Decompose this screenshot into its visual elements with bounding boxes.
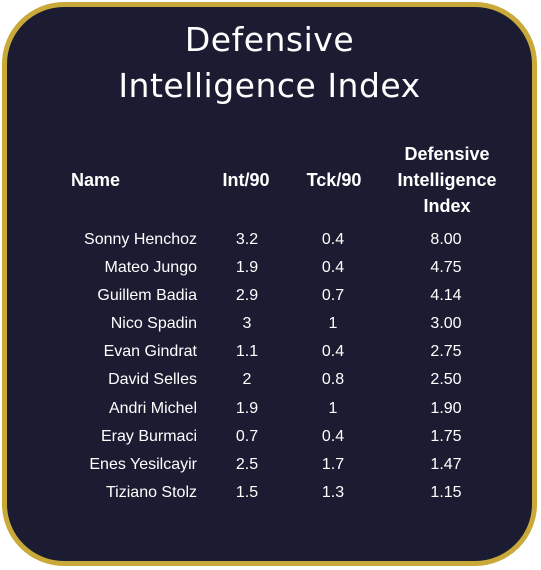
table-row: Enes Yesilcayir 2.5 1.7 1.47 <box>7 451 532 479</box>
tck-per-90-value: 0.4 <box>321 427 345 445</box>
tck-per-90-value: 0.4 <box>321 343 345 361</box>
table-row: Andri Michel 1.9 1 1.90 <box>7 395 532 423</box>
int-per-90-value: 1.1 <box>235 343 259 361</box>
title-line-2: Intelligence Index <box>118 66 421 105</box>
player-name: Enes Yesilcayir <box>89 455 197 473</box>
int-per-90-value: 2 <box>242 371 252 389</box>
dii-value: 8.00 <box>430 231 462 248</box>
table-row: Sonny Henchoz 3.2 0.4 8.00 <box>7 226 532 254</box>
int-per-90-value: 1.5 <box>235 483 259 501</box>
player-table: Sonny Henchoz 3.2 0.4 8.00 Mateo Jungo 1… <box>7 226 532 507</box>
tck-per-90-value: 1.3 <box>321 483 345 501</box>
dii-value: 2.50 <box>430 371 462 389</box>
card-title: Defensive Intelligence Index <box>7 17 532 109</box>
table-row: Evan Gindrat 1.1 0.4 2.75 <box>7 338 532 366</box>
dii-value: 4.14 <box>430 287 462 305</box>
table-row: David Selles 2 0.8 2.50 <box>7 366 532 394</box>
header-int-per-90: Int/90 <box>222 170 270 190</box>
player-name: Andri Michel <box>108 399 197 417</box>
dii-value: 2.75 <box>430 343 462 361</box>
dii-value: 1.75 <box>430 427 462 445</box>
player-name: Sonny Henchoz <box>84 231 197 248</box>
tck-per-90-value: 0.4 <box>321 259 345 277</box>
tck-per-90-value: 0.8 <box>321 371 345 389</box>
title-line-1: Defensive <box>184 20 355 59</box>
int-per-90-value: 0.7 <box>235 427 259 445</box>
int-per-90-value: 2.5 <box>235 455 259 473</box>
header-tck-per-90: Tck/90 <box>306 170 362 190</box>
player-name: Eray Burmaci <box>100 427 197 445</box>
player-name: Tiziano Stolz <box>106 483 197 501</box>
dii-value: 1.15 <box>430 483 462 501</box>
player-name: Guillem Badia <box>97 287 197 305</box>
header-dii-line-1: Defensive <box>404 144 490 164</box>
tck-per-90-value: 1 <box>328 399 338 417</box>
dii-value: 1.47 <box>430 455 462 473</box>
tck-per-90-value: 1 <box>328 315 338 333</box>
int-per-90-value: 1.9 <box>235 259 259 277</box>
int-per-90-value: 1.9 <box>235 399 259 417</box>
int-per-90-value: 2.9 <box>235 287 259 305</box>
int-per-90-value: 3 <box>242 315 252 333</box>
player-name: David Selles <box>108 371 197 389</box>
dii-value: 4.75 <box>430 259 462 277</box>
player-name: Mateo Jungo <box>104 259 197 277</box>
player-name: Nico Spadin <box>110 315 197 333</box>
header-defensive-intelligence-index: Defensive Intelligence Index <box>377 141 517 219</box>
table-row: Nico Spadin 3 1 3.00 <box>7 310 532 338</box>
stats-card: Defensive Intelligence Index Name Int/90… <box>2 2 537 566</box>
table-row: Tiziano Stolz 1.5 1.3 1.15 <box>7 479 532 507</box>
dii-value: 1.90 <box>430 399 462 417</box>
tck-per-90-value: 0.4 <box>321 231 345 248</box>
int-per-90-value: 3.2 <box>235 231 259 248</box>
tck-per-90-value: 1.7 <box>321 455 345 473</box>
dii-value: 3.00 <box>430 315 462 333</box>
table-row: Eray Burmaci 0.7 0.4 1.75 <box>7 423 532 451</box>
header-dii-line-2: Intelligence <box>397 170 497 190</box>
header-name: Name <box>71 170 121 190</box>
header-dii-line-3: Index <box>423 196 471 216</box>
tck-per-90-value: 0.7 <box>321 287 345 305</box>
table-row: Mateo Jungo 1.9 0.4 4.75 <box>7 254 532 282</box>
table-row: Guillem Badia 2.9 0.7 4.14 <box>7 282 532 310</box>
player-name: Evan Gindrat <box>103 343 197 361</box>
